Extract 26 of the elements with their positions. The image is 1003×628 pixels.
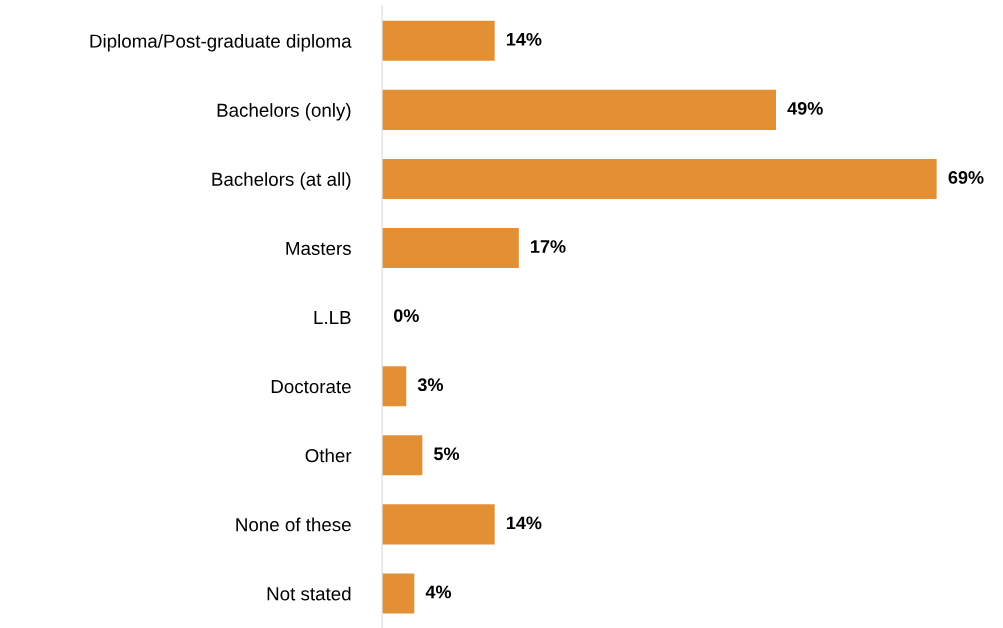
data-label: 5% [434, 447, 460, 461]
data-label: 4% [425, 585, 452, 599]
data-label: 17% [531, 240, 566, 253]
y-tick-label: Other [305, 448, 352, 463]
data-label: 69% [948, 171, 984, 184]
bar [382, 158, 937, 200]
y-tick-label: Not stated [267, 586, 351, 601]
data-label: 14% [506, 32, 542, 46]
y-tick-label: None of these [236, 517, 351, 532]
y-tick-label: Diploma/Post-graduate diploma [90, 34, 352, 52]
bar [382, 366, 407, 407]
y-tick-label: L.LB [314, 311, 351, 324]
y-tick-label: Masters [286, 241, 351, 256]
bar [382, 228, 519, 269]
y-tick-label: Bachelors (at all) [212, 172, 351, 190]
bar [382, 20, 495, 61]
bar [382, 89, 777, 130]
data-label: 3% [417, 378, 443, 392]
bar [382, 573, 415, 614]
y-tick-label: Bachelors (only) [217, 103, 351, 121]
data-label: 0% [393, 309, 419, 322]
data-label: 49% [787, 101, 823, 115]
bar [382, 504, 495, 545]
data-label: 14% [506, 516, 542, 530]
bar [382, 435, 423, 476]
y-tick-label: Doctorate [271, 380, 351, 394]
